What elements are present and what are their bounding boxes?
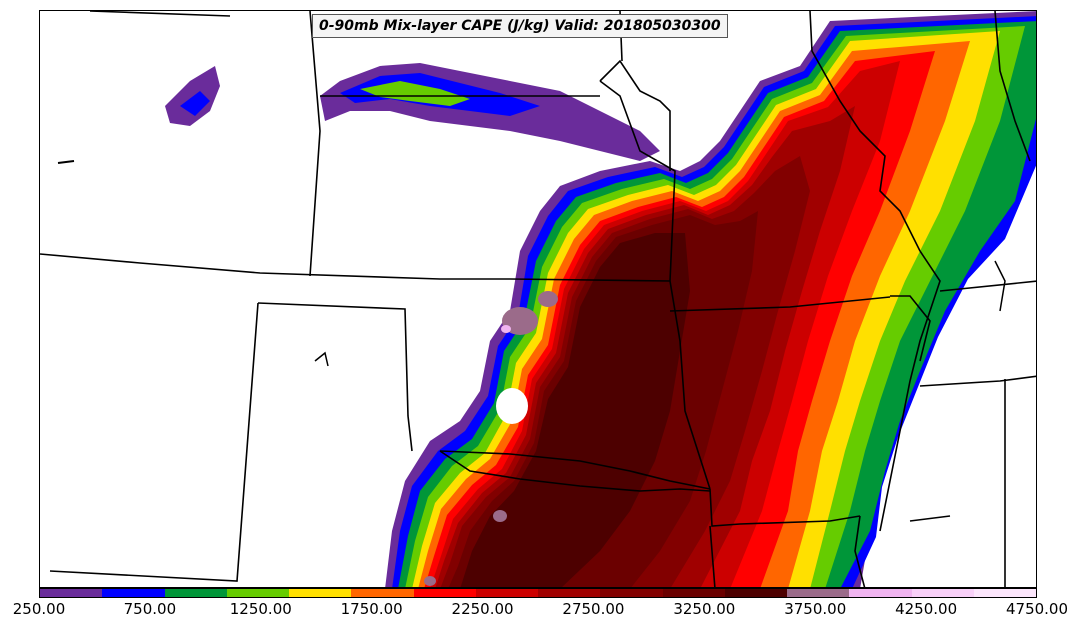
- cape-plume-north-core: [360, 81, 470, 106]
- boundary-in: [994, 11, 1031, 162]
- map-title: 0-90mb Mix-layer CAPE (J/kg) Valid: 2018…: [312, 14, 728, 38]
- colorbar-segment: [787, 589, 850, 597]
- boundary-ks-ok: [439, 450, 711, 490]
- colorbar-segment: [102, 589, 165, 597]
- colorbar-tick-label: 4750.00: [1005, 600, 1069, 618]
- cape-spot-mauve-4: [424, 576, 436, 586]
- boundary-tn: [909, 515, 951, 522]
- boundary-mo-il: [890, 295, 931, 362]
- colorbar-tick-label: 750.00: [123, 600, 177, 618]
- colorbar-segment: [413, 589, 476, 597]
- boundary-ne-ks: [599, 80, 676, 282]
- boundary-nm-west: [49, 302, 259, 582]
- cape-spot-mauve-1: [502, 307, 538, 335]
- colorbar-tick-label: 1750.00: [340, 600, 403, 618]
- boundary-wi: [809, 11, 921, 252]
- boundary-ks-mo: [669, 280, 711, 490]
- cape-spot-mauve-3: [493, 510, 507, 522]
- map-panel: [39, 10, 1037, 588]
- boundary-ks-north: [669, 296, 891, 312]
- colorbar-segment: [849, 589, 912, 597]
- colorbar: [39, 588, 1037, 598]
- boundary-il: [879, 250, 941, 532]
- colorbar-segment: [973, 589, 1036, 597]
- boundary-co-north: [40, 253, 671, 282]
- boundary-ky: [919, 375, 1036, 387]
- cape-layer-4500: [460, 233, 690, 587]
- cape-field: [165, 11, 1036, 587]
- boundary-east-ky: [939, 280, 1036, 292]
- boundary-ok-tx: [439, 450, 711, 492]
- colorbar-labels: 250.00 750.00 1250.00 1750.00 2250.00 2750.00…: [0, 600, 1081, 624]
- colorbar-segment: [226, 589, 289, 597]
- lake-2: [314, 351, 329, 367]
- colorbar-tick-label: 2250.00: [451, 600, 514, 618]
- colorbar-tick-label: 250.00: [12, 600, 66, 618]
- lake-1: [57, 160, 75, 164]
- colorbar-segment: [662, 589, 725, 597]
- cape-plume-nw: [165, 66, 220, 126]
- colorbar-tick-label: 4250.00: [895, 600, 958, 618]
- state-boundaries: [40, 11, 1036, 587]
- colorbar-tick-label: 1250.00: [229, 600, 292, 618]
- colorbar-segment: [911, 589, 974, 597]
- cape-clear-patch: [496, 388, 528, 424]
- cape-spot-mauve-2: [538, 291, 558, 307]
- colorbar-segment: [164, 589, 227, 597]
- boundary-ia: [599, 59, 671, 171]
- boundary-ar-la: [709, 525, 716, 587]
- boundary-nd: [89, 11, 231, 17]
- boundary-wy-sd: [309, 11, 321, 277]
- colorbar-tick-label: 3750.00: [784, 600, 847, 618]
- colorbar-segment: [289, 589, 352, 597]
- colorbar-segment: [724, 589, 787, 597]
- cape-map: [40, 11, 1036, 587]
- boundary-river: [854, 515, 866, 587]
- cape-spot-pink-1: [501, 325, 511, 333]
- colorbar-segment: [475, 589, 538, 597]
- boundary-ar: [709, 488, 861, 527]
- colorbar-tick-label: 2750.00: [562, 600, 625, 618]
- cape-plume-nw-inner: [180, 91, 210, 116]
- colorbar-segment: [40, 589, 103, 597]
- colorbar-segment: [351, 589, 414, 597]
- colorbar-tick-label: 3250.00: [673, 600, 736, 618]
- colorbar-segment: [600, 589, 663, 597]
- lake-3: [994, 260, 1006, 312]
- boundary-nm: [257, 302, 413, 452]
- colorbar-segment: [538, 589, 601, 597]
